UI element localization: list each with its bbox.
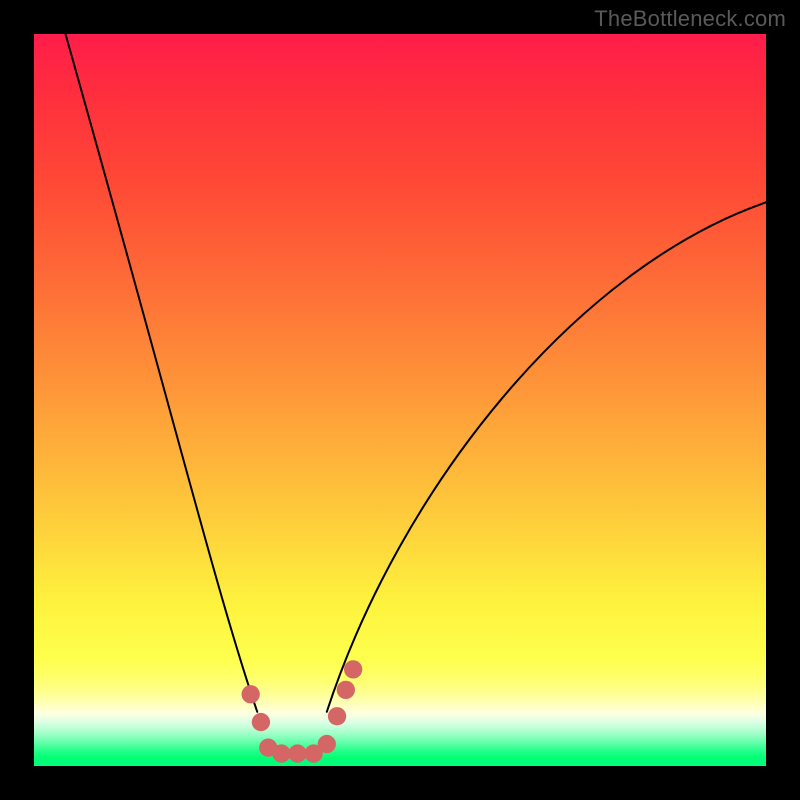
valley-marker (252, 713, 270, 731)
valley-marker (337, 681, 355, 699)
valley-marker (288, 744, 306, 762)
chart-frame: TheBottleneck.com (0, 0, 800, 800)
gradient-background (34, 34, 766, 766)
valley-marker (272, 744, 290, 762)
plot-area (34, 34, 766, 766)
valley-marker (328, 707, 346, 725)
valley-marker (242, 685, 260, 703)
plot-svg (34, 34, 766, 766)
valley-marker (318, 735, 336, 753)
valley-marker (344, 660, 362, 678)
watermark-text: TheBottleneck.com (594, 6, 786, 32)
